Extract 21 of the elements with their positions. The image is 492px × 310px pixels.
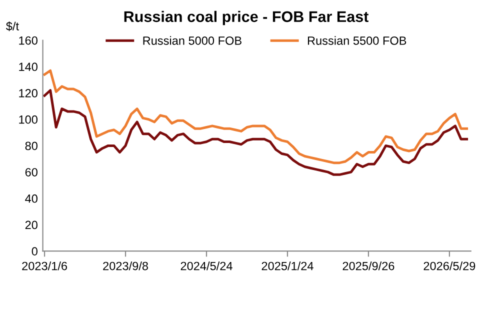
- legend-label: Russian 5500 FOB: [308, 36, 406, 45]
- x-tick-label: 2023/9/8: [103, 262, 148, 270]
- y-tick-label: 160: [19, 36, 38, 45]
- chart-title: Russian coal price - FOB Far East: [124, 10, 369, 26]
- y-tick-label: 80: [25, 142, 38, 150]
- y-tick-label: 0: [32, 247, 38, 256]
- y-tick-label: 140: [19, 62, 38, 72]
- line-series: [43, 69, 468, 164]
- x-tick-label: 2024/5/24: [180, 262, 232, 270]
- x-tick-label: 2025/1/24: [262, 262, 314, 270]
- y-tick-label: 120: [19, 89, 38, 98]
- y-axis-title: $/t: [6, 22, 19, 32]
- x-tick-label: 2025/9/26: [342, 262, 394, 270]
- legend-label: Russian 5000 FOB: [143, 36, 242, 45]
- y-tick-label: 40: [25, 194, 38, 203]
- x-tick-label: 2026/5/29: [424, 262, 476, 270]
- x-tick-label: 2023/1/6: [22, 262, 67, 270]
- line-series: [43, 89, 468, 176]
- y-tick-label: 60: [25, 168, 38, 176]
- y-tick-label: 20: [25, 220, 38, 230]
- y-tick-label: 100: [19, 115, 38, 124]
